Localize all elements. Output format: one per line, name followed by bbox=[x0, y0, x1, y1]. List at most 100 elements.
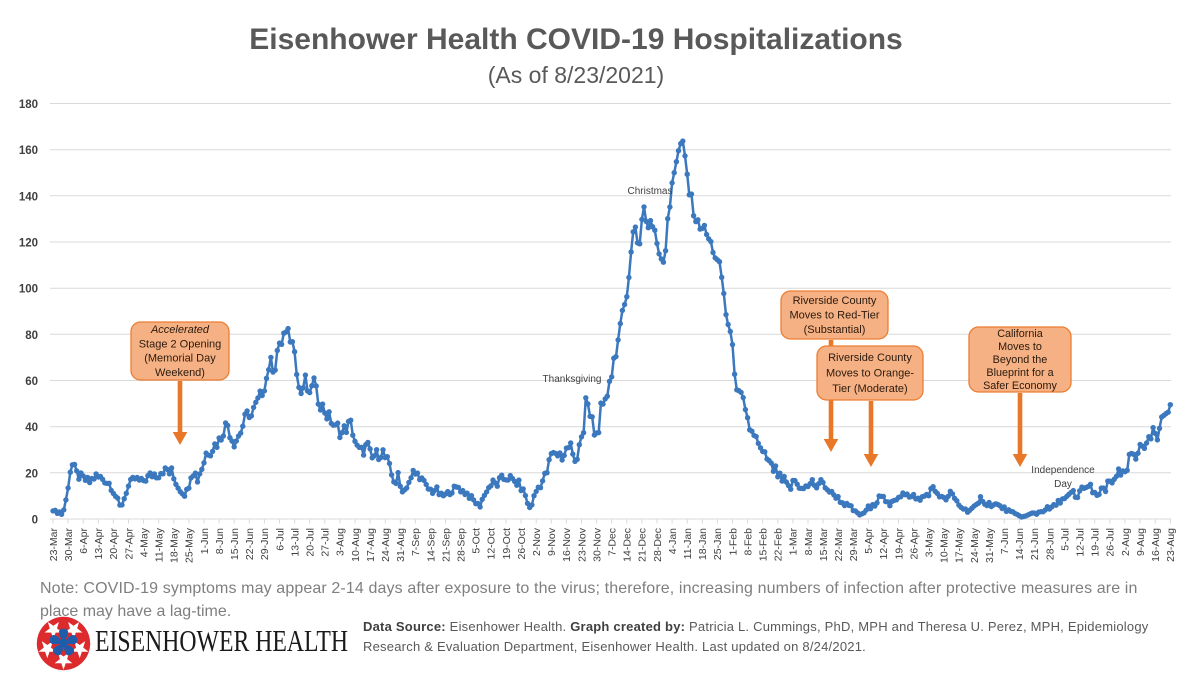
svg-text:3-May: 3-May bbox=[924, 527, 936, 557]
svg-text:18-May: 18-May bbox=[169, 527, 181, 563]
svg-text:60: 60 bbox=[25, 376, 38, 388]
svg-text:25-Jan: 25-Jan bbox=[712, 528, 724, 560]
svg-text:25-May: 25-May bbox=[184, 527, 196, 563]
svg-text:17-Aug: 17-Aug bbox=[365, 528, 377, 562]
svg-text:EISENHOWER HEALTH: EISENHOWER HEALTH bbox=[95, 623, 348, 658]
svg-text:(Substantial): (Substantial) bbox=[804, 324, 866, 336]
svg-text:8-Mar: 8-Mar bbox=[803, 527, 815, 555]
svg-text:19-Jul: 19-Jul bbox=[1090, 528, 1102, 557]
svg-text:22-Jun: 22-Jun bbox=[244, 528, 256, 560]
svg-text:Note: COVID-19 symptoms may ap: Note: COVID-19 symptoms may appear 2-14 … bbox=[40, 580, 1138, 597]
svg-text:12-Apr: 12-Apr bbox=[878, 527, 890, 559]
svg-text:17-May: 17-May bbox=[954, 527, 966, 563]
svg-text:(As of 8/23/2021): (As of 8/23/2021) bbox=[488, 62, 664, 88]
svg-text:9-Aug: 9-Aug bbox=[1135, 528, 1147, 556]
svg-text:Beyond the: Beyond the bbox=[993, 354, 1048, 366]
svg-text:23-Mar: 23-Mar bbox=[48, 528, 60, 562]
svg-text:7-Jun: 7-Jun bbox=[999, 528, 1011, 554]
svg-text:5-Apr: 5-Apr bbox=[863, 528, 875, 554]
svg-text:23-Aug: 23-Aug bbox=[1165, 528, 1177, 562]
svg-text:31-May: 31-May bbox=[984, 527, 996, 563]
svg-text:28-Jun: 28-Jun bbox=[1044, 528, 1056, 560]
svg-text:place may have a lag-time.: place may have a lag-time. bbox=[40, 603, 231, 620]
svg-text:40: 40 bbox=[25, 422, 38, 434]
svg-text:Data Source: Eisenhower Health: Data Source: Eisenhower Health. Graph cr… bbox=[363, 619, 1149, 634]
svg-text:27-Apr: 27-Apr bbox=[123, 527, 135, 559]
svg-text:26-Oct: 26-Oct bbox=[516, 528, 528, 560]
svg-text:14-Jun: 14-Jun bbox=[1014, 528, 1026, 560]
svg-text:12-Jul: 12-Jul bbox=[1075, 528, 1087, 557]
svg-text:Blueprint for a: Blueprint for a bbox=[986, 367, 1053, 379]
svg-text:20-Jul: 20-Jul bbox=[305, 528, 317, 557]
svg-text:19-Apr: 19-Apr bbox=[893, 527, 905, 559]
svg-text:18-Jan: 18-Jan bbox=[697, 528, 709, 560]
svg-text:Weekend): Weekend) bbox=[155, 367, 205, 379]
svg-text:1-Jun: 1-Jun bbox=[199, 528, 211, 554]
svg-text:12-Oct: 12-Oct bbox=[486, 528, 498, 560]
svg-text:Riverside County: Riverside County bbox=[793, 295, 877, 307]
svg-text:8-Jun: 8-Jun bbox=[214, 528, 226, 554]
svg-text:20: 20 bbox=[25, 468, 38, 480]
svg-text:160: 160 bbox=[19, 145, 38, 157]
svg-text:6-Apr: 6-Apr bbox=[78, 528, 90, 554]
svg-text:19-Oct: 19-Oct bbox=[501, 528, 513, 560]
svg-text:Thanksgiving: Thanksgiving bbox=[543, 374, 602, 385]
svg-text:Stage 2 Opening: Stage 2 Opening bbox=[139, 338, 222, 350]
svg-text:22-Mar: 22-Mar bbox=[833, 528, 845, 562]
svg-text:27-Jul: 27-Jul bbox=[320, 528, 332, 557]
svg-text:6-Jul: 6-Jul bbox=[274, 528, 286, 551]
svg-text:10-May: 10-May bbox=[939, 527, 951, 563]
svg-text:26-Jul: 26-Jul bbox=[1105, 528, 1117, 557]
svg-text:4-May: 4-May bbox=[138, 527, 150, 557]
svg-text:15-Mar: 15-Mar bbox=[818, 528, 830, 562]
svg-text:15-Feb: 15-Feb bbox=[758, 528, 770, 561]
svg-text:16-Nov: 16-Nov bbox=[561, 527, 573, 562]
svg-text:29-Jun: 29-Jun bbox=[259, 528, 271, 560]
svg-text:Moves to Orange-: Moves to Orange- bbox=[826, 368, 914, 380]
svg-text:(Memorial Day: (Memorial Day bbox=[144, 353, 216, 365]
svg-text:Christmas: Christmas bbox=[627, 186, 672, 197]
svg-text:21-Jun: 21-Jun bbox=[1029, 528, 1041, 560]
svg-text:7-Dec: 7-Dec bbox=[607, 528, 619, 556]
svg-text:28-Dec: 28-Dec bbox=[652, 528, 664, 562]
svg-text:22-Feb: 22-Feb bbox=[773, 528, 785, 561]
svg-text:21-Sep: 21-Sep bbox=[440, 528, 452, 562]
svg-text:Independence: Independence bbox=[1031, 465, 1095, 476]
svg-text:13-Apr: 13-Apr bbox=[93, 527, 105, 559]
svg-text:120: 120 bbox=[19, 238, 38, 250]
svg-text:Riverside County: Riverside County bbox=[828, 352, 912, 364]
svg-text:Safer Economy: Safer Economy bbox=[983, 380, 1057, 392]
svg-text:180: 180 bbox=[19, 99, 38, 111]
svg-text:4-Jan: 4-Jan bbox=[667, 528, 679, 554]
svg-text:Day: Day bbox=[1054, 479, 1072, 490]
svg-text:20-Apr: 20-Apr bbox=[108, 527, 120, 559]
svg-text:15-Jun: 15-Jun bbox=[229, 528, 241, 560]
svg-text:1-Mar: 1-Mar bbox=[788, 527, 800, 555]
svg-text:11-Jan: 11-Jan bbox=[682, 528, 694, 559]
svg-text:11-May: 11-May bbox=[154, 527, 166, 562]
svg-text:3-Aug: 3-Aug bbox=[335, 528, 347, 556]
svg-text:30-Nov: 30-Nov bbox=[591, 527, 603, 562]
svg-text:Accelerated: Accelerated bbox=[150, 324, 210, 336]
svg-text:Moves to: Moves to bbox=[998, 341, 1042, 353]
svg-text:Eisenhower Health COVID-19 Hos: Eisenhower Health COVID-19 Hospitalizati… bbox=[249, 23, 902, 56]
svg-text:5-Jul: 5-Jul bbox=[1059, 528, 1071, 551]
svg-text:21-Dec: 21-Dec bbox=[637, 528, 649, 562]
svg-text:100: 100 bbox=[19, 284, 38, 296]
svg-text:16-Aug: 16-Aug bbox=[1150, 528, 1162, 562]
svg-text:31-Aug: 31-Aug bbox=[395, 528, 407, 562]
svg-text:5-Oct: 5-Oct bbox=[471, 528, 483, 554]
svg-text:14-Sep: 14-Sep bbox=[425, 528, 437, 562]
svg-text:14-Dec: 14-Dec bbox=[622, 528, 634, 562]
svg-text:9-Nov: 9-Nov bbox=[546, 527, 558, 556]
svg-text:1-Feb: 1-Feb bbox=[727, 528, 739, 556]
svg-text:24-Aug: 24-Aug bbox=[380, 528, 392, 562]
svg-text:23-Nov: 23-Nov bbox=[576, 527, 588, 562]
svg-text:30-Mar: 30-Mar bbox=[63, 528, 75, 562]
svg-text:80: 80 bbox=[25, 330, 38, 342]
svg-text:7-Sep: 7-Sep bbox=[410, 528, 422, 556]
svg-text:Research & Evaluation Departme: Research & Evaluation Department, Eisenh… bbox=[363, 639, 866, 654]
svg-text:2-Nov: 2-Nov bbox=[531, 527, 543, 556]
svg-text:28-Sep: 28-Sep bbox=[456, 528, 468, 562]
svg-text:24-May: 24-May bbox=[969, 527, 981, 563]
